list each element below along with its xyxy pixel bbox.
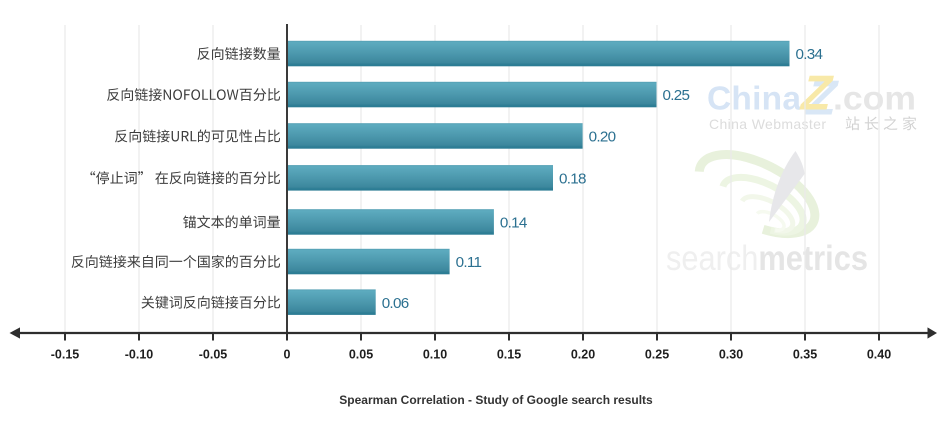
svg-text:0.30: 0.30 xyxy=(719,348,743,362)
svg-text:.com: .com xyxy=(833,81,916,118)
svg-text:0.25: 0.25 xyxy=(645,348,669,362)
svg-text:0.05: 0.05 xyxy=(349,348,373,362)
svg-text:-0.10: -0.10 xyxy=(125,348,154,362)
svg-text:-0.15: -0.15 xyxy=(51,348,80,362)
svg-text:0.35: 0.35 xyxy=(793,348,817,362)
svg-text:-0.05: -0.05 xyxy=(199,348,228,362)
svg-text:searchmetrics: searchmetrics xyxy=(666,239,868,278)
svg-text:0.25: 0.25 xyxy=(663,87,690,104)
svg-text:0.06: 0.06 xyxy=(382,295,409,312)
svg-text:0.40: 0.40 xyxy=(867,348,891,362)
svg-text:China: China xyxy=(707,81,801,118)
svg-text:0.20: 0.20 xyxy=(589,129,616,146)
svg-text:0: 0 xyxy=(284,348,291,362)
svg-text:0.14: 0.14 xyxy=(500,215,527,232)
svg-text:0.11: 0.11 xyxy=(456,254,482,271)
svg-text:Spearman Correlation - Study o: Spearman Correlation - Study of Google s… xyxy=(339,393,653,407)
svg-text:0.15: 0.15 xyxy=(497,348,521,362)
svg-text:0.34: 0.34 xyxy=(796,46,823,63)
svg-text:China Webmaster: China Webmaster xyxy=(709,116,826,132)
svg-text:0.10: 0.10 xyxy=(423,348,447,362)
svg-text:0.20: 0.20 xyxy=(571,348,595,362)
svg-text:0.18: 0.18 xyxy=(559,171,586,188)
